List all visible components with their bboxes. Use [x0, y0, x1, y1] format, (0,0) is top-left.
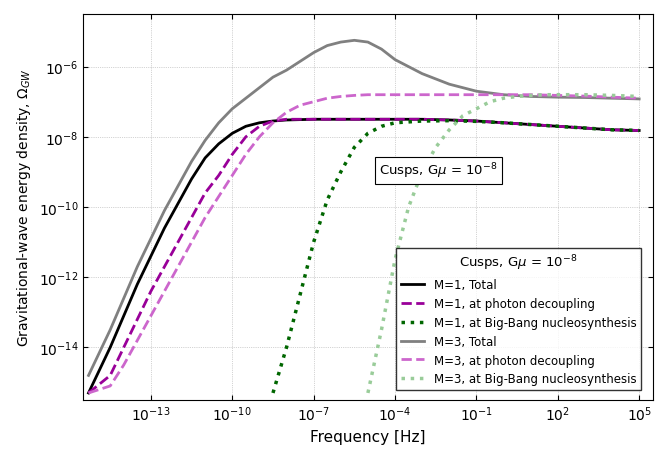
Text: Cusps, G$\mu$ = 10$^{-8}$: Cusps, G$\mu$ = 10$^{-8}$: [379, 161, 498, 181]
X-axis label: Frequency [Hz]: Frequency [Hz]: [310, 429, 426, 444]
Legend: M=1, Total, M=1, at photon decoupling, M=1, at Big-Bang nucleosynthesis, M=3, To: M=1, Total, M=1, at photon decoupling, M…: [396, 248, 641, 390]
Y-axis label: Gravitational-wave energy density, $\Omega_{GW}$: Gravitational-wave energy density, $\Ome…: [15, 68, 33, 347]
